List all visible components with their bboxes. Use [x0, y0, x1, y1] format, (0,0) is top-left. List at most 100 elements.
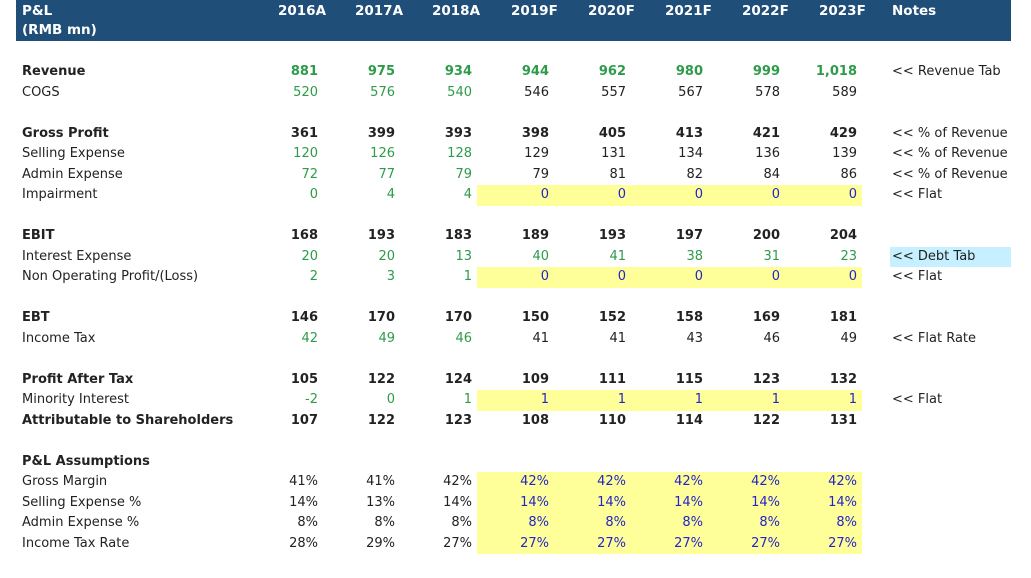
value-cell-2019f[interactable]: 0 — [477, 185, 554, 206]
value-cell-2017a[interactable]: 3 — [386, 269, 395, 284]
value-cell-2022f[interactable]: 136 — [755, 146, 780, 161]
value-cell-2020f[interactable]: 41 — [609, 248, 626, 264]
value-cell-2023f[interactable]: 42% — [785, 472, 862, 493]
value-cell-2017a[interactable]: 0 — [386, 392, 395, 407]
value-cell-2022f[interactable]: 27% — [708, 533, 785, 554]
value-cell-2021f[interactable]: 0 — [631, 267, 708, 288]
value-cell-2018a[interactable]: 183 — [444, 228, 472, 243]
value-cell-2023f[interactable]: 204 — [829, 228, 857, 243]
row-label[interactable]: P&L Assumptions — [22, 453, 150, 469]
row-label[interactable]: Interest Expense — [22, 248, 132, 264]
value-cell-2017a[interactable]: 8% — [374, 515, 395, 530]
note-cell[interactable]: << % of Revenue — [892, 146, 1008, 161]
value-cell-2022f[interactable]: 0 — [708, 267, 785, 288]
value-cell-2022f[interactable]: 999 — [752, 64, 780, 79]
value-cell-2021f[interactable]: 134 — [678, 146, 703, 161]
value-cell-2021f[interactable]: 42% — [631, 472, 708, 493]
value-cell-2016a[interactable]: 107 — [290, 412, 318, 428]
value-cell-2017a[interactable]: 49 — [378, 330, 395, 346]
value-cell-2021f[interactable]: 980 — [675, 64, 703, 79]
value-cell-2021f[interactable]: 114 — [675, 412, 703, 428]
value-cell-2022f[interactable]: 421 — [752, 125, 780, 141]
value-cell-2020f[interactable]: 27% — [554, 533, 631, 554]
row-label[interactable]: Income Tax Rate — [22, 535, 130, 551]
row-label[interactable]: Minority Interest — [22, 392, 129, 407]
value-cell-2019f[interactable]: 79 — [532, 166, 549, 182]
value-cell-2019f[interactable]: 0 — [477, 267, 554, 288]
value-cell-2016a[interactable]: 120 — [293, 146, 318, 161]
value-cell-2021f[interactable]: 82 — [686, 166, 703, 182]
value-cell-2016a[interactable]: 2 — [309, 269, 318, 284]
value-cell-2020f[interactable]: 405 — [598, 125, 626, 141]
value-cell-2021f[interactable]: 115 — [675, 371, 703, 387]
value-cell-2019f[interactable]: 398 — [521, 125, 549, 141]
value-cell-2019f[interactable]: 108 — [521, 412, 549, 428]
value-cell-2016a[interactable]: 72 — [301, 166, 318, 182]
value-cell-2023f[interactable]: 27% — [785, 533, 862, 554]
row-label[interactable]: Income Tax — [22, 330, 96, 346]
value-cell-2020f[interactable]: 193 — [598, 228, 626, 243]
row-label[interactable]: COGS — [22, 84, 60, 100]
value-cell-2023f[interactable]: 1 — [785, 390, 862, 411]
value-cell-2019f[interactable]: 40 — [532, 248, 549, 264]
value-cell-2020f[interactable]: 1 — [554, 390, 631, 411]
value-cell-2021f[interactable]: 413 — [675, 125, 703, 141]
row-label[interactable]: Selling Expense — [22, 146, 125, 161]
value-cell-2019f[interactable]: 14% — [477, 492, 554, 513]
value-cell-2021f[interactable]: 14% — [631, 492, 708, 513]
value-cell-2019f[interactable]: 189 — [521, 228, 549, 243]
value-cell-2017a[interactable]: 77 — [378, 166, 395, 182]
value-cell-2023f[interactable]: 132 — [829, 371, 857, 387]
note-cell[interactable]: << Flat Rate — [892, 330, 977, 346]
value-cell-2021f[interactable]: 8% — [631, 513, 708, 534]
value-cell-2019f[interactable]: 150 — [521, 310, 549, 325]
value-cell-2017a[interactable]: 193 — [367, 228, 395, 243]
value-cell-2017a[interactable]: 399 — [367, 125, 395, 141]
value-cell-2018a[interactable]: 8% — [451, 515, 472, 530]
value-cell-2022f[interactable]: 123 — [752, 371, 780, 387]
value-cell-2020f[interactable]: 81 — [609, 166, 626, 182]
value-cell-2022f[interactable]: 84 — [763, 166, 780, 182]
value-cell-2017a[interactable]: 41% — [366, 474, 395, 489]
value-cell-2023f[interactable]: 429 — [829, 125, 857, 141]
value-cell-2022f[interactable]: 122 — [752, 412, 780, 428]
row-label[interactable]: Profit After Tax — [22, 371, 134, 387]
row-label[interactable]: Gross Profit — [22, 125, 109, 141]
value-cell-2019f[interactable]: 41 — [532, 330, 549, 346]
value-cell-2020f[interactable]: 14% — [554, 492, 631, 513]
value-cell-2020f[interactable]: 557 — [601, 84, 626, 100]
value-cell-2019f[interactable]: 8% — [477, 513, 554, 534]
value-cell-2017a[interactable]: 170 — [367, 310, 395, 325]
value-cell-2020f[interactable]: 41 — [609, 330, 626, 346]
value-cell-2021f[interactable]: 38 — [686, 248, 703, 264]
value-cell-2023f[interactable]: 139 — [832, 146, 857, 161]
note-cell[interactable]: << % of Revenue — [892, 166, 1008, 182]
value-cell-2018a[interactable]: 1 — [463, 392, 472, 407]
value-cell-2018a[interactable]: 46 — [455, 330, 472, 346]
value-cell-2019f[interactable]: 944 — [521, 64, 549, 79]
value-cell-2016a[interactable]: 14% — [289, 494, 318, 510]
value-cell-2022f[interactable]: 578 — [755, 84, 780, 100]
value-cell-2021f[interactable]: 1 — [631, 390, 708, 411]
value-cell-2020f[interactable]: 152 — [598, 310, 626, 325]
value-cell-2020f[interactable]: 111 — [598, 371, 626, 387]
value-cell-2016a[interactable]: 28% — [289, 535, 318, 551]
value-cell-2018a[interactable]: 934 — [444, 64, 472, 79]
value-cell-2019f[interactable]: 129 — [524, 146, 549, 161]
value-cell-2023f[interactable]: 181 — [829, 310, 857, 325]
value-cell-2016a[interactable]: 42 — [301, 330, 318, 346]
value-cell-2016a[interactable]: 361 — [290, 125, 318, 141]
value-cell-2018a[interactable]: 79 — [455, 166, 472, 182]
value-cell-2022f[interactable]: 14% — [708, 492, 785, 513]
row-label[interactable]: Selling Expense % — [22, 494, 142, 510]
value-cell-2023f[interactable]: 1,018 — [815, 64, 857, 79]
value-cell-2017a[interactable]: 13% — [366, 494, 395, 510]
value-cell-2017a[interactable]: 126 — [370, 146, 395, 161]
value-cell-2020f[interactable]: 962 — [598, 64, 626, 79]
value-cell-2022f[interactable]: 42% — [708, 472, 785, 493]
row-label[interactable]: EBIT — [22, 228, 55, 243]
value-cell-2020f[interactable]: 131 — [601, 146, 626, 161]
value-cell-2016a[interactable]: 105 — [290, 371, 318, 387]
value-cell-2019f[interactable]: 546 — [524, 84, 549, 100]
value-cell-2016a[interactable]: 0 — [309, 187, 318, 202]
